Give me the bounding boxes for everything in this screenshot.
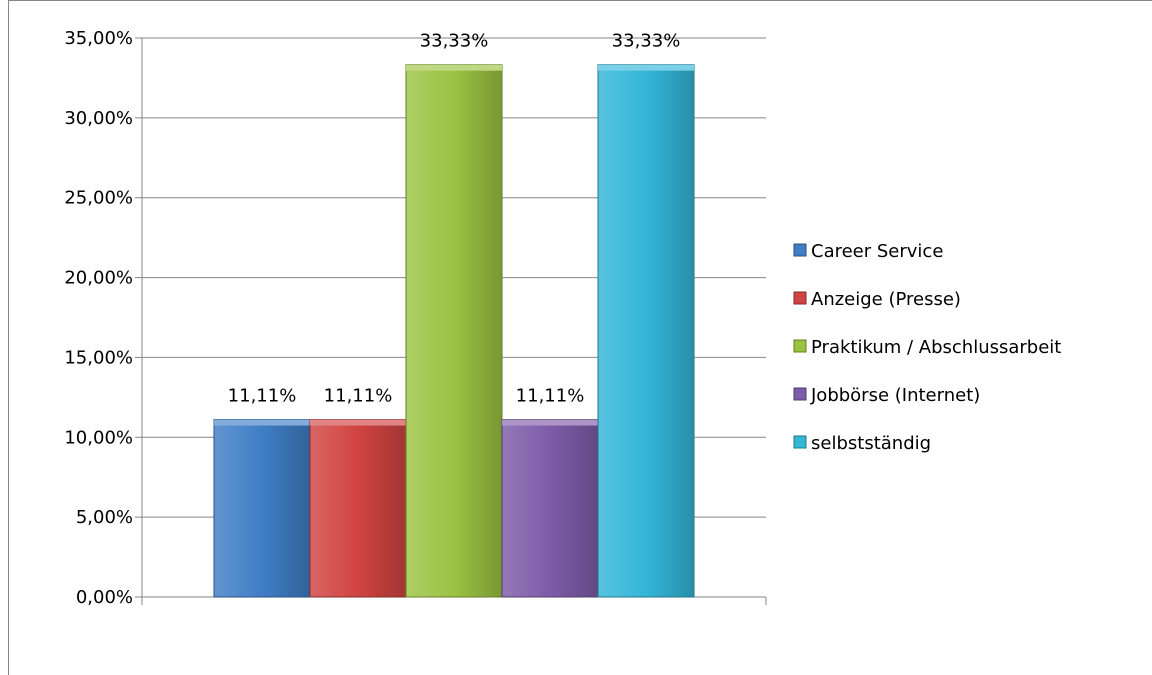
legend-label: Career Service	[811, 241, 943, 262]
bar-top-highlight	[214, 419, 310, 426]
legend-swatch	[793, 387, 807, 401]
legend-item[interactable]: Jobbörse (Internet)	[793, 385, 980, 406]
y-tick-label: 10,00%	[64, 427, 133, 448]
legend-item[interactable]: Anzeige (Presse)	[793, 289, 961, 310]
legend-swatch	[793, 291, 807, 305]
bar-top-highlight	[502, 419, 598, 426]
legend-label: Praktikum / Abschlussarbeit	[811, 337, 1061, 358]
legend-swatch	[793, 435, 807, 449]
legend-label: Anzeige (Presse)	[811, 289, 961, 310]
bar-4	[501, 419, 599, 598]
data-label: 11,11%	[324, 386, 393, 407]
legend-label: Jobbörse (Internet)	[810, 385, 980, 406]
legend-label: selbstständig	[811, 433, 931, 454]
bar-top-highlight	[598, 64, 694, 71]
data-label: 33,33%	[612, 31, 681, 52]
y-tick-label: 25,00%	[64, 188, 133, 209]
y-tick-label: 35,00%	[64, 28, 133, 49]
legend[interactable]: Career Service Anzeige (Presse) Praktikum …	[793, 241, 1061, 454]
bar-3	[405, 64, 503, 598]
data-labels: 11,11% 11,11% 33,33% 11,11% 33,33%	[228, 31, 681, 407]
data-label: 11,11%	[516, 386, 585, 407]
bar-2	[309, 419, 407, 598]
legend-swatch	[793, 243, 807, 257]
legend-item[interactable]: Career Service	[793, 241, 943, 262]
bars	[213, 64, 695, 598]
bar-5	[597, 64, 695, 598]
bar-top-highlight	[406, 64, 502, 71]
y-axis-ticks: 0,00% 5,00% 10,00% 15,00% 20,00% 25,00% 30,00%…	[64, 28, 142, 608]
y-tick-label: 5,00%	[76, 507, 133, 528]
bar-top-highlight	[310, 419, 406, 426]
y-tick-label: 20,00%	[64, 268, 133, 289]
y-tick-label: 15,00%	[64, 347, 133, 368]
legend-item[interactable]: Praktikum / Abschlussarbeit	[793, 337, 1061, 358]
y-tick-label: 30,00%	[64, 108, 133, 129]
bar-1	[213, 419, 311, 598]
chart-frame	[8, 0, 1152, 675]
legend-item[interactable]: selbstständig	[793, 433, 931, 454]
data-label: 33,33%	[420, 31, 489, 52]
data-label: 11,11%	[228, 386, 297, 407]
legend-swatch	[793, 339, 807, 353]
y-tick-label: 0,00%	[76, 587, 133, 608]
